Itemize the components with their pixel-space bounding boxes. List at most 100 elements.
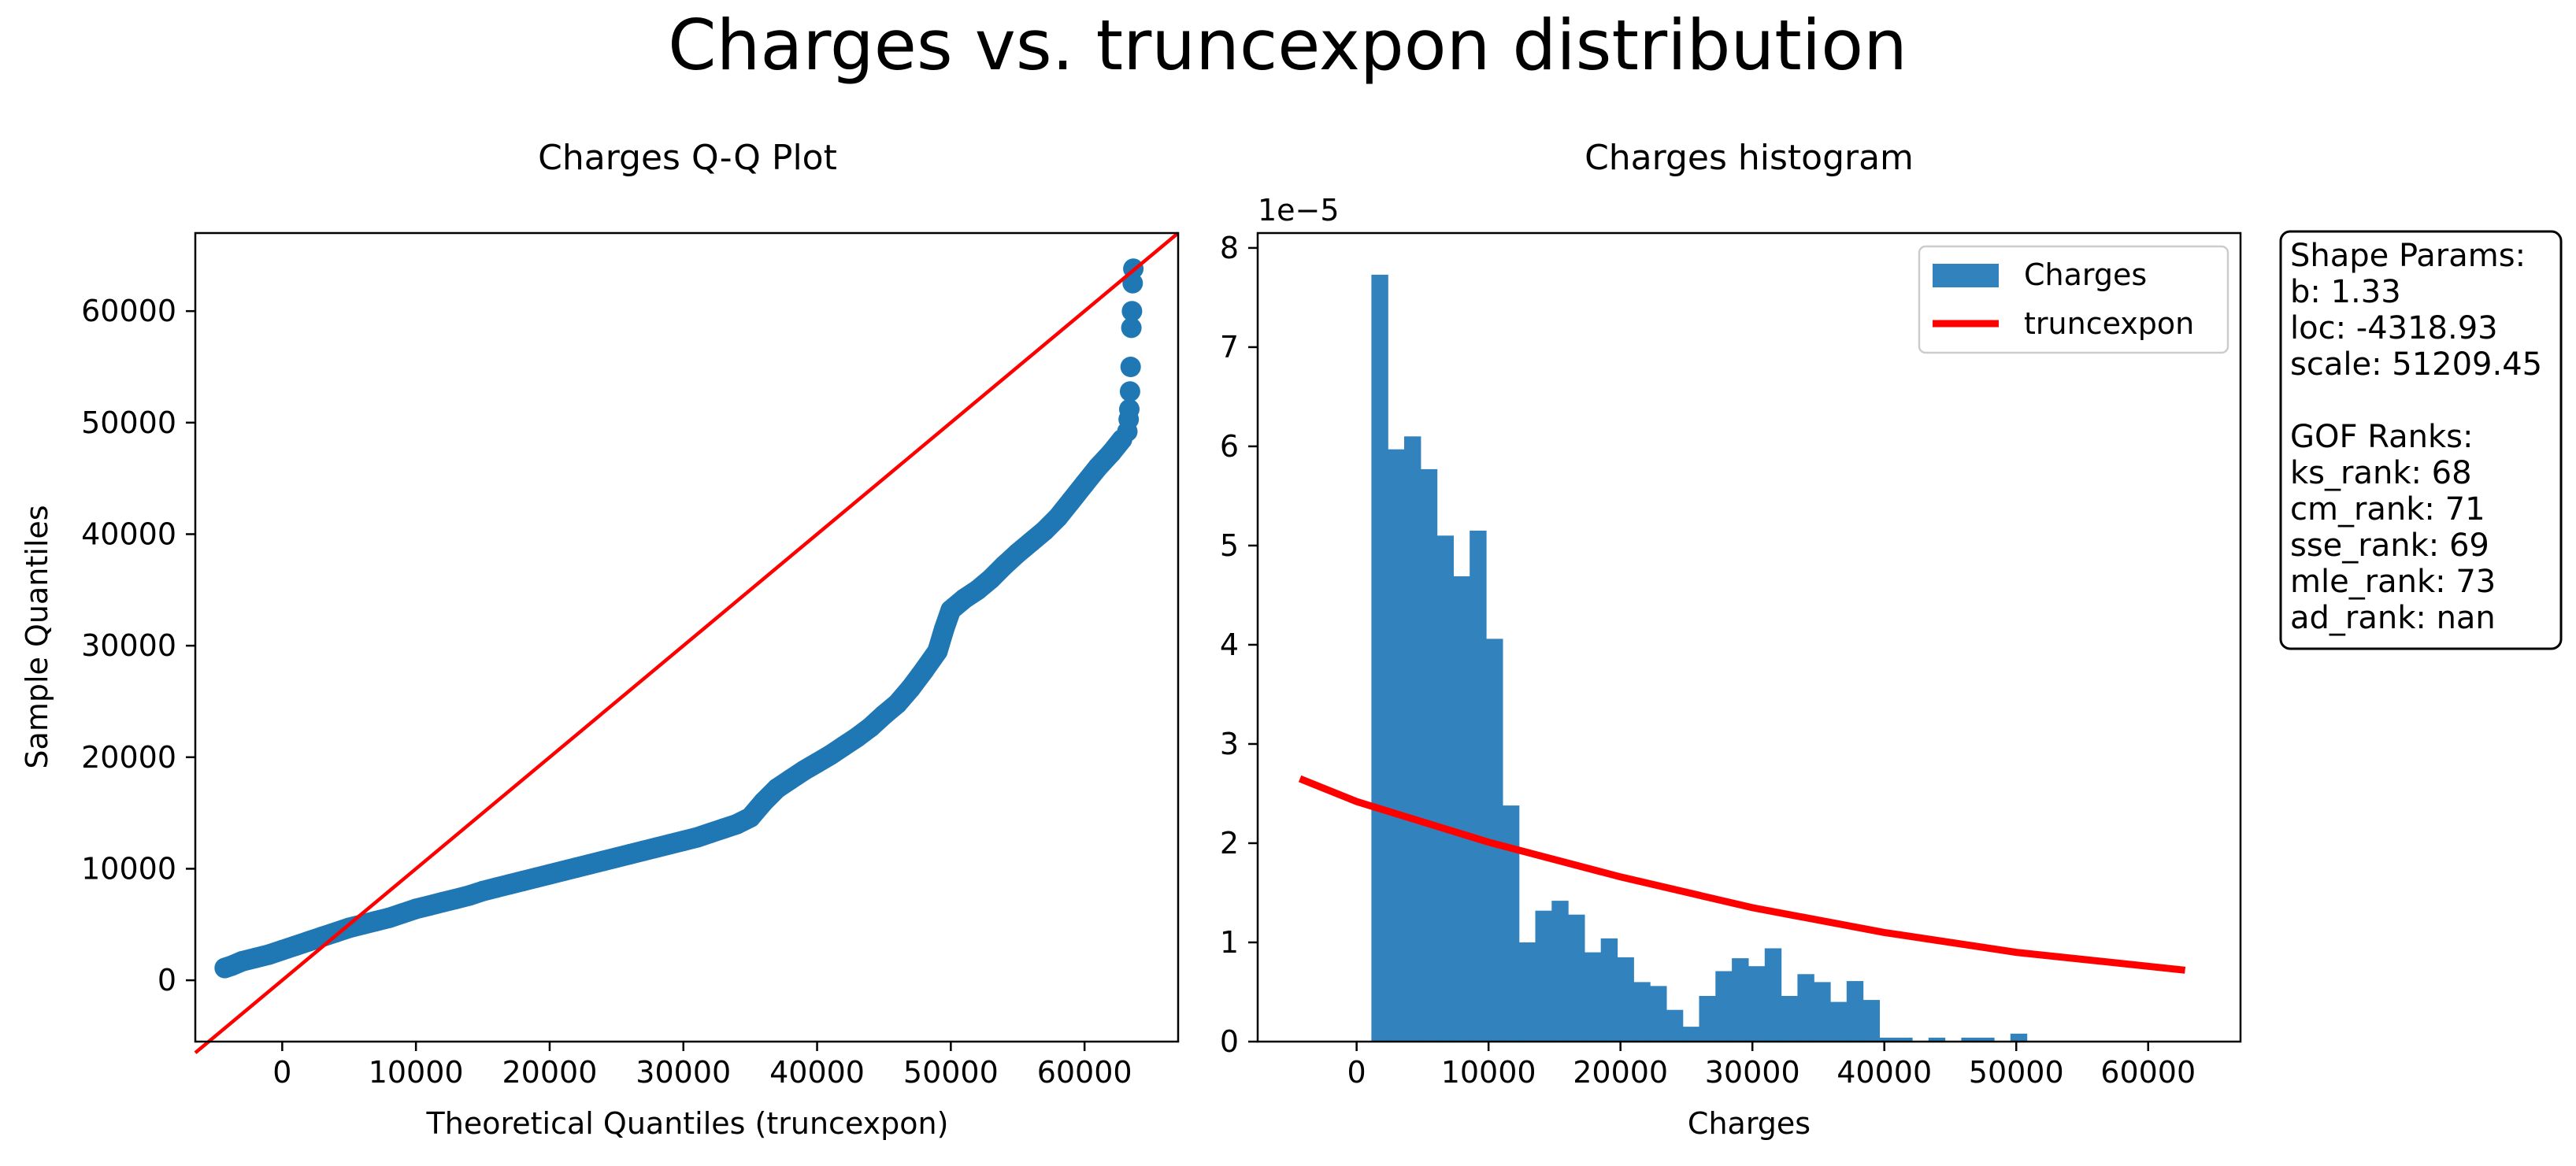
histogram-bar xyxy=(1535,910,1552,1042)
histogram-bar xyxy=(1961,1038,1978,1042)
qq-point xyxy=(980,568,1002,590)
histogram-legend: Charges truncexpon xyxy=(1918,245,2229,354)
histogram-bar xyxy=(1420,468,1438,1042)
qq-x-axis-ticks: 0 10000 20000 30000 40000 50000 60000 xyxy=(272,1042,1132,1090)
qq-y-tick-label: 10000 xyxy=(81,851,176,886)
qq-point xyxy=(994,555,1015,576)
qq-point xyxy=(927,641,948,662)
histogram-x-tick-label: 10000 xyxy=(1441,1055,1536,1090)
histogram-y-tick-label: 5 xyxy=(1220,528,1239,563)
params-line: GOF Ranks: xyxy=(2290,419,2473,455)
histogram-bar xyxy=(1502,805,1520,1042)
params-line: ad_rank: nan xyxy=(2290,600,2496,636)
qq-point xyxy=(1121,301,1143,322)
histogram-bar xyxy=(1600,938,1618,1042)
qq-y-tick-label: 60000 xyxy=(81,294,176,328)
qq-y-tick-label: 0 xyxy=(158,963,176,998)
qq-x-tick-label: 0 xyxy=(272,1055,291,1090)
histogram-bar xyxy=(1682,1027,1700,1042)
qq-point xyxy=(1074,473,1095,494)
histogram-bar xyxy=(1470,531,1487,1042)
histogram-x-tick-label: 40000 xyxy=(1837,1055,1932,1090)
histogram-bar xyxy=(2010,1033,2028,1042)
qq-x-tick-label: 40000 xyxy=(769,1055,865,1090)
qq-plot-title: Charges Q-Q Plot xyxy=(538,138,837,178)
qq-point xyxy=(753,791,774,812)
qq-x-tick-label: 60000 xyxy=(1037,1055,1132,1090)
truncexpon-curve xyxy=(1298,775,2186,974)
qq-point xyxy=(933,618,954,639)
qq-point xyxy=(1120,357,1141,377)
histogram-bar xyxy=(1617,957,1634,1042)
histogram-bar xyxy=(1781,996,1798,1042)
histogram-bar xyxy=(1584,952,1602,1042)
qq-x-tick-label: 50000 xyxy=(903,1055,999,1090)
histogram-frame xyxy=(1256,231,2242,1043)
qq-plot-frame xyxy=(194,231,1180,1043)
params-line: scale: 51209.45 xyxy=(2290,346,2542,383)
histogram-bar xyxy=(1715,971,1733,1042)
histogram-bar xyxy=(1568,914,1585,1042)
histogram-bar xyxy=(1404,436,1421,1042)
histogram-x-tick-label: 30000 xyxy=(1705,1055,1800,1090)
histogram-bar xyxy=(1388,449,1405,1042)
histogram-panel: Charges histogram 0 10000 20000 30000 40000 5… xyxy=(1220,138,2242,1141)
qq-point xyxy=(900,678,921,698)
histogram-y-tick-label: 4 xyxy=(1220,627,1239,662)
qq-point xyxy=(1061,490,1082,511)
histogram-bar xyxy=(1650,986,1667,1042)
qq-point xyxy=(914,660,935,681)
histogram-y-tick-label: 2 xyxy=(1220,826,1239,861)
histogram-bar xyxy=(1928,1038,1946,1042)
histogram-bar xyxy=(1977,1038,1995,1042)
params-line: b: 1.33 xyxy=(2290,274,2401,310)
histogram-x-axis-ticks: 0 10000 20000 30000 40000 50000 60000 xyxy=(1347,1042,2196,1090)
params-box-frame xyxy=(2279,230,2563,650)
legend-label-charges: Charges xyxy=(2024,257,2147,292)
qq-point xyxy=(1021,531,1042,553)
histogram-y-tick-label: 3 xyxy=(1220,727,1239,761)
qq-point xyxy=(1122,272,1143,294)
qq-point xyxy=(1121,317,1142,339)
histogram-y-offset-label: 1e−5 xyxy=(1258,193,1340,228)
histogram-bar xyxy=(1699,996,1716,1042)
histogram-y-tick-label: 6 xyxy=(1220,429,1239,464)
qq-point xyxy=(739,807,761,828)
histogram-bar xyxy=(1732,958,1749,1042)
qq-y-tick-label: 50000 xyxy=(81,405,176,440)
qq-y-tick-label: 40000 xyxy=(81,516,176,551)
qq-x-tick-label: 30000 xyxy=(636,1055,731,1090)
histogram-y-axis-ticks: 0 1 2 3 4 5 6 7 8 xyxy=(1220,231,1258,1059)
qq-point xyxy=(1088,457,1109,478)
histogram-bar xyxy=(1551,901,1569,1042)
histogram-y-tick-label: 1 xyxy=(1220,925,1239,960)
qq-point xyxy=(1119,398,1140,420)
qq-x-axis-label: Theoretical Quantiles (truncexpon) xyxy=(426,1106,949,1141)
histogram-bar xyxy=(1846,981,1864,1042)
histogram-bar xyxy=(1633,982,1651,1042)
histogram-x-tick-label: 0 xyxy=(1347,1055,1366,1090)
qq-point xyxy=(1034,520,1055,542)
histogram-bar xyxy=(1863,1000,1880,1042)
qq-x-tick-label: 10000 xyxy=(369,1055,464,1090)
histogram-title: Charges histogram xyxy=(1585,138,1914,178)
histogram-bar xyxy=(1814,982,1831,1042)
histogram-bar xyxy=(1879,1038,1896,1042)
histogram-y-tick-label: 7 xyxy=(1220,330,1239,365)
params-line: cm_rank: 71 xyxy=(2290,491,2485,527)
histogram-x-tick-label: 20000 xyxy=(1573,1055,1668,1090)
qq-plot-panel: Charges Q-Q Plot 0 10000 20000 30000 40000 50… xyxy=(20,138,1180,1141)
histogram-bar xyxy=(1453,576,1470,1042)
qq-point xyxy=(1047,507,1069,528)
histogram-bar xyxy=(1797,974,1814,1042)
histogram-bar xyxy=(1896,1038,1913,1042)
params-line: sse_rank: 69 xyxy=(2290,527,2489,564)
params-box: Shape Params: b: 1.33 loc: -4318.93 scal… xyxy=(2279,230,2563,650)
qq-point xyxy=(873,705,895,725)
qq-point xyxy=(887,693,908,714)
qq-y-axis-ticks: 0 10000 20000 30000 40000 50000 60000 xyxy=(81,294,195,998)
histogram-bar xyxy=(1371,274,1388,1042)
qq-reference-line xyxy=(194,231,1180,1054)
histogram-bar xyxy=(1830,1001,1848,1042)
